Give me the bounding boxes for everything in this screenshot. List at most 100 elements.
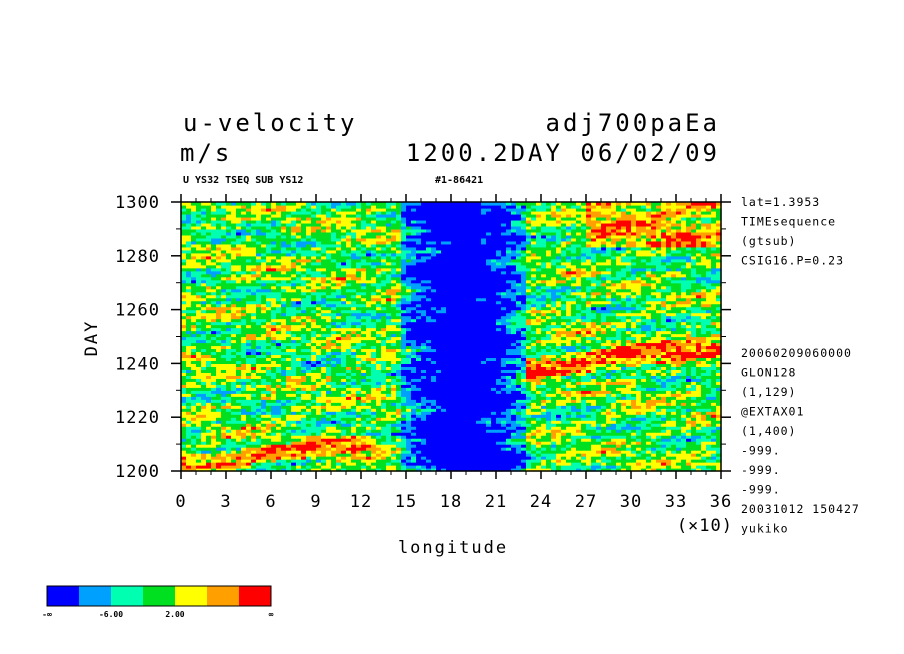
heatmap-cell — [421, 357, 427, 362]
heatmap-cell — [296, 459, 302, 463]
heatmap-cell — [541, 360, 547, 364]
heatmap-cell — [456, 432, 462, 436]
heatmap-cell — [181, 438, 187, 442]
heatmap-cell — [566, 375, 572, 379]
heatmap-cell — [626, 342, 632, 347]
heatmap-cell — [616, 426, 622, 430]
heatmap-cell — [671, 468, 677, 472]
heatmap-cell — [446, 453, 452, 457]
heatmap-cell — [391, 381, 397, 385]
heatmap-cell — [311, 348, 317, 353]
heatmap-cell — [341, 417, 347, 421]
heatmap-cell — [661, 441, 667, 445]
heatmap-cell — [506, 417, 512, 421]
heatmap-cell — [696, 429, 702, 433]
heatmap-cell — [261, 456, 267, 460]
heatmap-cell — [711, 420, 717, 424]
heatmap-cell — [581, 348, 587, 353]
heatmap-cell — [316, 360, 322, 364]
heatmap-cell — [366, 387, 372, 391]
heatmap-cell — [306, 468, 312, 472]
heatmap-cell — [291, 399, 297, 403]
heatmap-cell — [296, 378, 302, 382]
heatmap-cell — [716, 345, 722, 350]
heatmap-cell — [211, 408, 217, 412]
heatmap-cell — [271, 405, 277, 409]
heatmap-cell — [546, 381, 552, 385]
heatmap-cell — [231, 354, 237, 359]
heatmap-cell — [411, 456, 417, 460]
heatmap-cell — [296, 384, 302, 388]
heatmap-cell — [476, 363, 482, 367]
heatmap-cell — [361, 396, 367, 400]
heatmap-cell — [711, 390, 717, 394]
heatmap-cell — [251, 468, 257, 472]
heatmap-cell — [241, 432, 247, 436]
heatmap-cell — [256, 462, 262, 466]
heatmap-cell — [581, 336, 587, 341]
heatmap-cell — [526, 459, 532, 463]
heatmap-cell — [256, 438, 262, 442]
heatmap-cell — [266, 444, 272, 448]
heatmap-cell — [536, 333, 542, 338]
heatmap-cell — [431, 372, 437, 376]
heatmap-cell — [541, 459, 547, 463]
heatmap-cell — [506, 354, 512, 359]
heatmap-cell — [441, 384, 447, 388]
heatmap-cell — [246, 435, 252, 439]
heatmap-cell — [506, 441, 512, 445]
heatmap-cell — [581, 339, 587, 344]
heatmap-cell — [231, 408, 237, 412]
heatmap-cell — [201, 336, 207, 341]
heatmap-cell — [601, 375, 607, 379]
heatmap-cell — [401, 435, 407, 439]
heatmap-cell — [346, 390, 352, 394]
heatmap-cell — [291, 396, 297, 400]
heatmap-cell — [461, 402, 467, 406]
heatmap-cell — [371, 429, 377, 433]
heatmap-cell — [256, 336, 262, 341]
heatmap-cell — [586, 387, 592, 391]
heatmap-cell — [291, 369, 297, 373]
heatmap-cell — [636, 441, 642, 445]
heatmap-cell — [551, 375, 557, 379]
title-right: adj700paEa — [546, 109, 721, 137]
heatmap-cell — [236, 423, 242, 427]
heatmap-cell — [511, 348, 517, 353]
heatmap-cell — [556, 447, 562, 451]
heatmap-cell — [326, 348, 332, 353]
heatmap-cell — [306, 447, 312, 451]
heatmap-cell — [246, 330, 252, 335]
heatmap-cell — [596, 408, 602, 412]
heatmap-cell — [631, 468, 637, 472]
heatmap-cell — [436, 354, 442, 359]
heatmap-cell — [221, 465, 227, 469]
heatmap-cell — [631, 408, 637, 412]
heatmap-cell — [551, 405, 557, 409]
heatmap-cell — [361, 408, 367, 412]
heatmap-cell — [431, 333, 437, 338]
heatmap-cell — [536, 459, 542, 463]
heatmap-cell — [606, 402, 612, 406]
heatmap-cell — [716, 375, 722, 379]
heatmap-cell — [646, 420, 652, 424]
heatmap-cell — [486, 453, 492, 457]
heatmap-cell — [371, 420, 377, 424]
heatmap-cell — [411, 438, 417, 442]
heatmap-cell — [276, 432, 282, 436]
heatmap-cell — [696, 363, 702, 367]
heatmap-cell — [621, 336, 627, 341]
heatmap-cell — [191, 330, 197, 335]
heatmap-cell — [616, 351, 622, 356]
heatmap-cell — [481, 441, 487, 445]
heatmap-cell — [376, 384, 382, 388]
heatmap-cell — [461, 387, 467, 391]
heatmap-cell — [556, 441, 562, 445]
heatmap-cell — [671, 369, 677, 373]
heatmap-cell — [266, 336, 272, 341]
heatmap-cell — [556, 384, 562, 388]
heatmap-cell — [366, 399, 372, 403]
heatmap-cell — [346, 333, 352, 338]
heatmap-cell — [216, 465, 222, 469]
heatmap-cell — [666, 402, 672, 406]
